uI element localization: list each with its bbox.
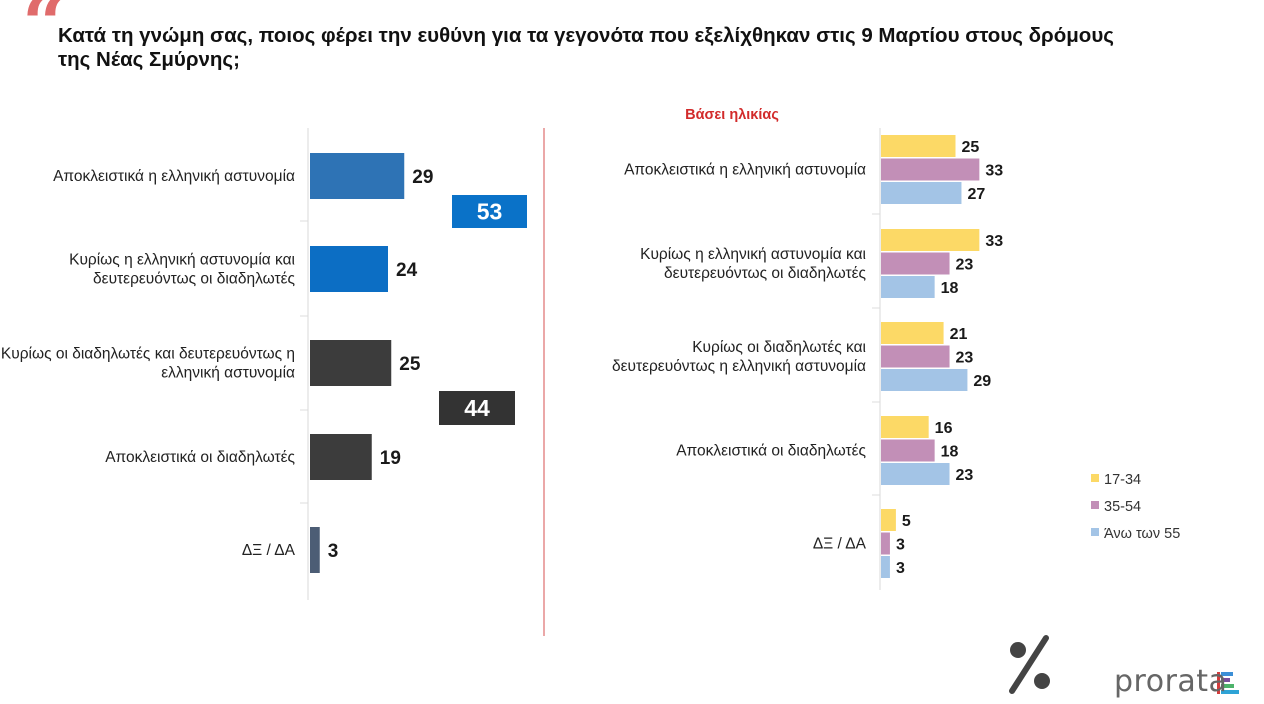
- legend-swatch: [1091, 501, 1099, 509]
- age-bar-value: 23: [956, 467, 974, 484]
- overall-category-label: Κυρίως οι διαδηλωτές και δευτερευόντως η…: [1, 346, 295, 382]
- age-bar-value: 18: [941, 444, 959, 461]
- age-bar-value: 27: [967, 186, 985, 203]
- age-bar: [881, 532, 890, 555]
- age-bar-value: 25: [962, 139, 980, 156]
- overall-category-label: ΔΞ / ΔΑ: [242, 542, 296, 559]
- age-bar-value: 18: [941, 280, 959, 297]
- age-bar: [881, 252, 950, 275]
- legend-label: 35-54: [1104, 499, 1141, 515]
- overall-bar: [310, 246, 388, 292]
- age-bar-value: 29: [973, 373, 991, 390]
- legend-swatch: [1091, 474, 1099, 482]
- legend-label: 17-34: [1104, 472, 1141, 488]
- age-breakdown-title: Βάσει ηλικίας: [685, 107, 779, 123]
- age-bar-value: 21: [950, 326, 968, 343]
- age-bar: [881, 322, 944, 344]
- age-bar: [881, 182, 962, 204]
- age-bar: [881, 135, 956, 157]
- age-category-label: ΔΞ / ΔΑ: [813, 536, 867, 553]
- age-bar-value: 3: [896, 560, 905, 577]
- overall-bar-value: 3: [328, 541, 339, 562]
- age-bar: [881, 439, 935, 462]
- total-box: [452, 195, 527, 228]
- age-bar-value: 5: [902, 513, 911, 530]
- legend-swatch: [1091, 528, 1099, 536]
- age-bar-value: 16: [935, 420, 953, 437]
- age-category-label: Κυρίως οι διαδηλωτές και δευτερευόντως η …: [612, 339, 866, 375]
- overall-bar-value: 25: [399, 354, 421, 375]
- age-bar-value: 3: [896, 537, 905, 554]
- overall-bar-chart: 29 Αποκλειστικά η ελληνική αστυνομία 24 Κυρ…: [1, 153, 527, 573]
- legend-label: Άνω των 55: [1104, 526, 1180, 542]
- age-bar-value: 33: [985, 233, 1003, 250]
- age-legend: 17-34 35-54 Άνω των 55: [1091, 472, 1180, 542]
- percent-logo-icon: [1009, 635, 1050, 694]
- age-bar: [881, 369, 968, 391]
- age-bar: [881, 276, 935, 298]
- age-category-label: Αποκλειστικά η ελληνική αστυνομία: [624, 162, 866, 179]
- total-value: 53: [477, 199, 503, 225]
- overall-bar: [310, 340, 392, 386]
- overall-category-label: Κυρίως η ελληνική αστυνομία και δευτερευό…: [69, 252, 295, 288]
- age-bar-value: 23: [956, 257, 974, 274]
- overall-bar-value: 29: [412, 167, 433, 188]
- prorata-bars-icon: [1217, 672, 1239, 694]
- age-bar: [881, 158, 980, 181]
- overall-category-label: Αποκλειστικά η ελληνική αστυνομία: [53, 168, 295, 185]
- age-category-label: Κυρίως η ελληνική αστυνομία και δευτερευό…: [640, 246, 866, 282]
- age-bar-value: 23: [956, 350, 974, 367]
- overall-bar: [310, 527, 320, 573]
- age-bar: [881, 416, 929, 438]
- overall-category-label: Αποκλειστικά οι διαδηλωτές: [105, 449, 295, 466]
- age-bar-value: 33: [985, 163, 1003, 180]
- age-bar: [881, 345, 950, 368]
- age-bar: [881, 463, 950, 485]
- overall-bar: [310, 434, 372, 480]
- age-bar: [881, 556, 890, 578]
- total-box: [439, 391, 515, 425]
- age-bar: [881, 229, 980, 251]
- quote-mark-icon: “: [22, 0, 67, 70]
- brand-wordmark: prorata: [1114, 664, 1228, 699]
- overall-bar-value: 19: [380, 448, 401, 469]
- age-bar: [881, 509, 896, 531]
- total-value: 44: [464, 395, 490, 421]
- age-category-label: Αποκλειστικά οι διαδηλωτές: [676, 443, 866, 460]
- overall-bar-value: 24: [396, 260, 418, 281]
- chart-question-title: Κατά τη γνώμη σας, ποιος φέρει την ευθύν…: [58, 24, 1114, 71]
- overall-bar: [310, 153, 405, 199]
